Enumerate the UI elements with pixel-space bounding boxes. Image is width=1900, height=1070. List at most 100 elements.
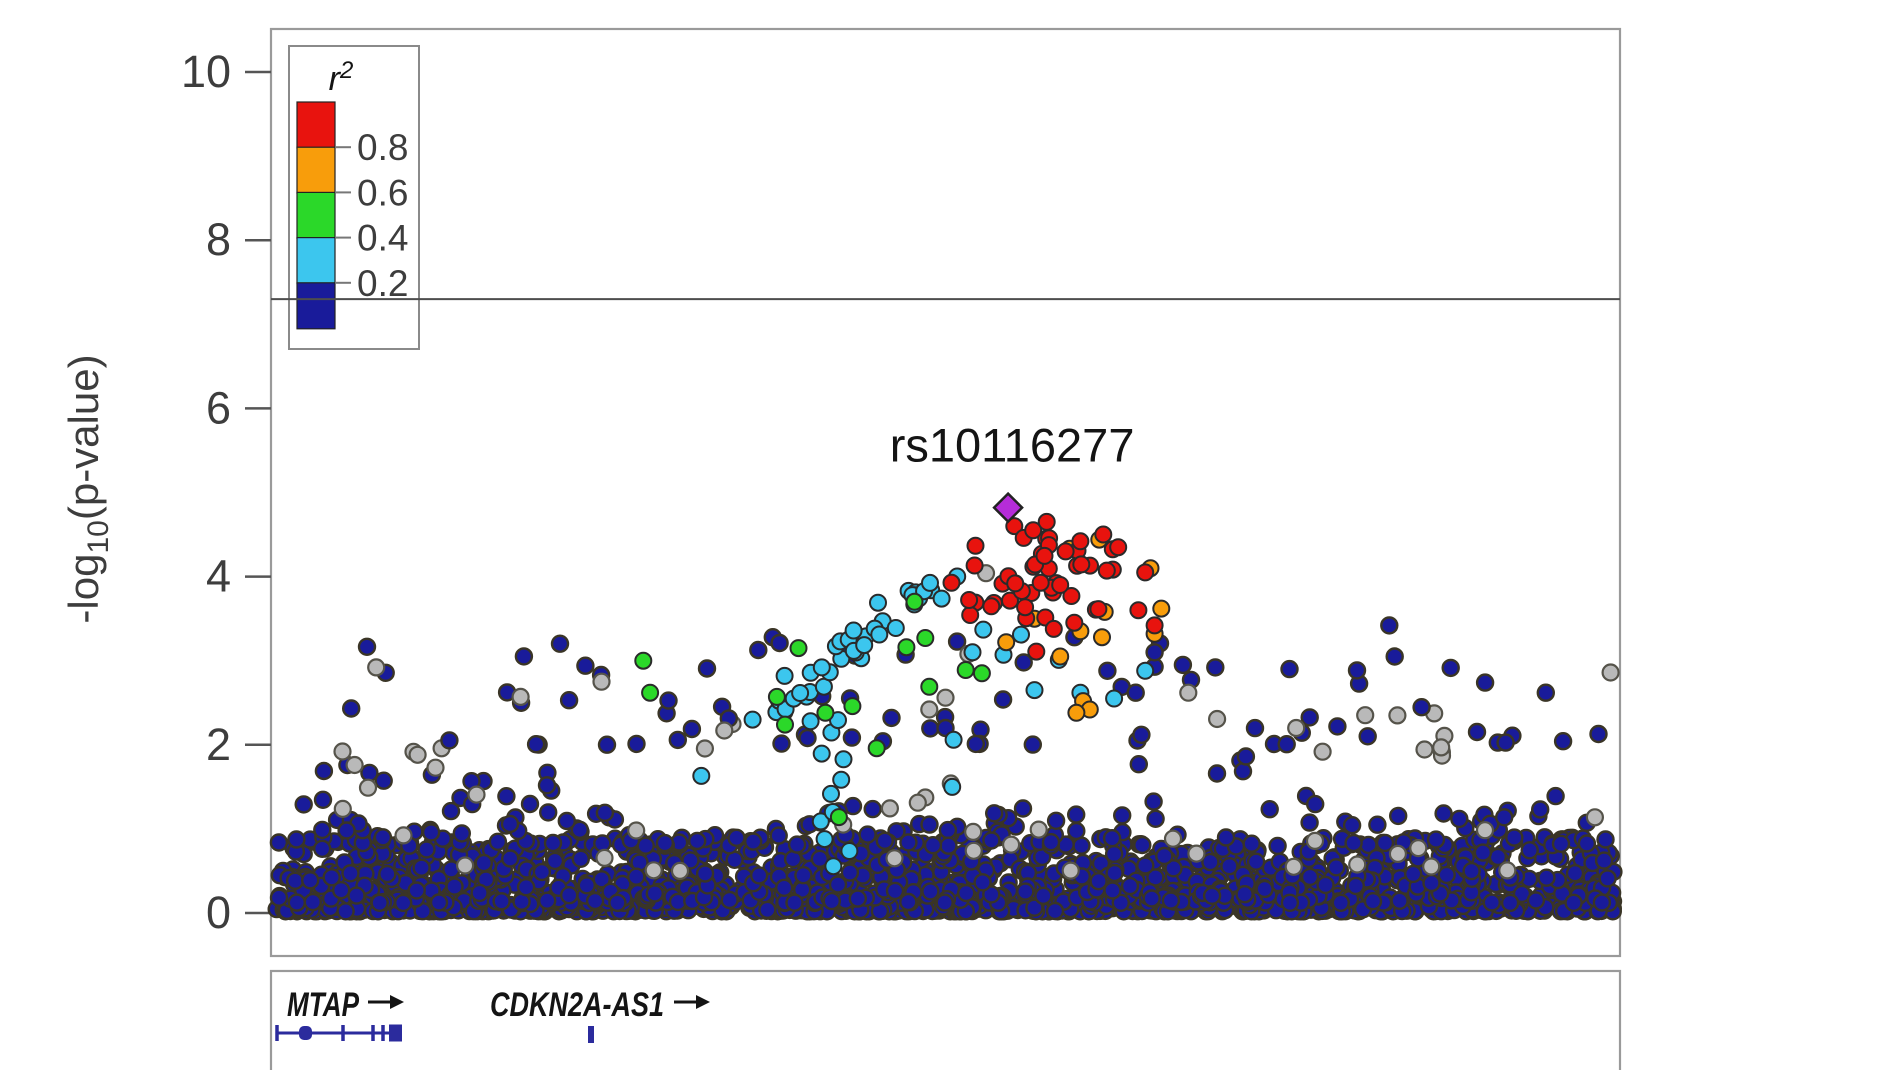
snp-point	[832, 770, 851, 789]
snp-point	[769, 826, 788, 845]
snp-point	[373, 828, 393, 847]
snp-point	[897, 638, 916, 657]
snp-point	[520, 794, 540, 814]
snp-point	[1316, 875, 1335, 895]
snp-point	[1144, 792, 1163, 811]
snp-point	[1565, 864, 1585, 883]
snp-point	[920, 700, 939, 719]
snp-point	[840, 863, 860, 882]
snp-point	[982, 885, 1001, 904]
snp-point	[982, 597, 1001, 616]
snp-point	[492, 892, 511, 911]
snp-point	[920, 677, 939, 696]
snp-point	[360, 763, 379, 783]
snp-point	[1409, 838, 1428, 858]
snp-point	[516, 878, 536, 897]
snp-point	[1014, 653, 1033, 672]
snp-point	[1422, 873, 1441, 893]
snp-point	[358, 778, 378, 797]
snp-point	[957, 883, 976, 903]
snp-point	[829, 808, 848, 827]
snp-point	[880, 799, 900, 818]
snp-point	[1109, 538, 1128, 557]
snp-point	[1006, 574, 1025, 593]
snp-point	[668, 730, 687, 750]
snp-point	[592, 672, 611, 691]
snp-point	[842, 728, 862, 747]
snp-point	[1498, 861, 1517, 880]
snp-point	[944, 730, 963, 749]
snp-point	[1536, 683, 1556, 702]
snp-point	[810, 849, 829, 868]
snp-point	[787, 835, 807, 854]
snp-point	[692, 766, 711, 785]
snp-point	[1051, 576, 1070, 594]
snp-point	[441, 801, 461, 821]
snp-point	[1001, 835, 1021, 854]
snp-point	[467, 785, 486, 804]
snp-point	[942, 573, 961, 592]
snp-point	[908, 793, 927, 812]
gene-panel-border	[269, 969, 1622, 1070]
snp-point	[526, 735, 546, 754]
snp-point	[935, 893, 954, 912]
snp-point	[1246, 852, 1266, 871]
snp-point	[1363, 892, 1383, 911]
snp-point	[511, 687, 530, 707]
snp-point	[1242, 834, 1261, 853]
snp-point	[543, 833, 563, 853]
snp-point	[1368, 815, 1387, 834]
legend-color-block-red	[296, 101, 336, 149]
snp-point	[1155, 846, 1174, 866]
snp-point	[1326, 858, 1346, 877]
snp-point	[345, 755, 364, 775]
snp-point	[1129, 601, 1148, 620]
plot-border	[269, 27, 1622, 958]
snp-point	[1035, 546, 1054, 565]
snp-point	[916, 629, 935, 647]
snp-point	[407, 881, 426, 900]
snp-point	[500, 814, 520, 834]
snp-point	[655, 833, 675, 853]
snp-point	[341, 864, 360, 883]
snp-point	[374, 771, 393, 790]
snp-point	[1105, 689, 1124, 708]
snp-point	[1044, 619, 1063, 638]
snp-point	[1520, 841, 1539, 860]
snp-point	[452, 824, 471, 843]
snp-point	[1305, 831, 1325, 851]
y-tick-label: 0	[206, 887, 231, 938]
snp-point	[497, 787, 516, 806]
snp-point	[1136, 563, 1155, 582]
snp-point	[1596, 830, 1615, 849]
snp-point	[844, 621, 863, 640]
snp-point	[560, 886, 579, 905]
legend-threshold-label: 0.8	[357, 127, 408, 168]
snp-point	[815, 830, 834, 849]
snp-point	[537, 776, 557, 795]
snp-point	[1136, 856, 1155, 875]
snp-point	[670, 861, 690, 881]
snp-point	[1005, 517, 1024, 536]
snp-point	[595, 848, 614, 868]
y-tick-label: 4	[206, 551, 231, 602]
gene-name-label: MTAP	[287, 986, 359, 1024]
snp-point	[1375, 833, 1395, 853]
snp-point	[822, 891, 841, 911]
snp-point	[1027, 642, 1046, 661]
snp-point	[1098, 661, 1117, 680]
snp-point	[1475, 673, 1495, 692]
snp-point	[1601, 663, 1620, 682]
snp-point	[336, 902, 355, 921]
snp-point	[921, 573, 939, 592]
snp-point	[885, 881, 905, 901]
snp-point	[750, 866, 769, 885]
snp-point	[947, 632, 967, 651]
snp-point	[749, 640, 768, 660]
snp-point	[1235, 885, 1254, 904]
snp-point	[1111, 893, 1131, 912]
snp-point	[426, 758, 445, 777]
snp-point	[875, 831, 894, 850]
snp-point	[923, 836, 943, 855]
